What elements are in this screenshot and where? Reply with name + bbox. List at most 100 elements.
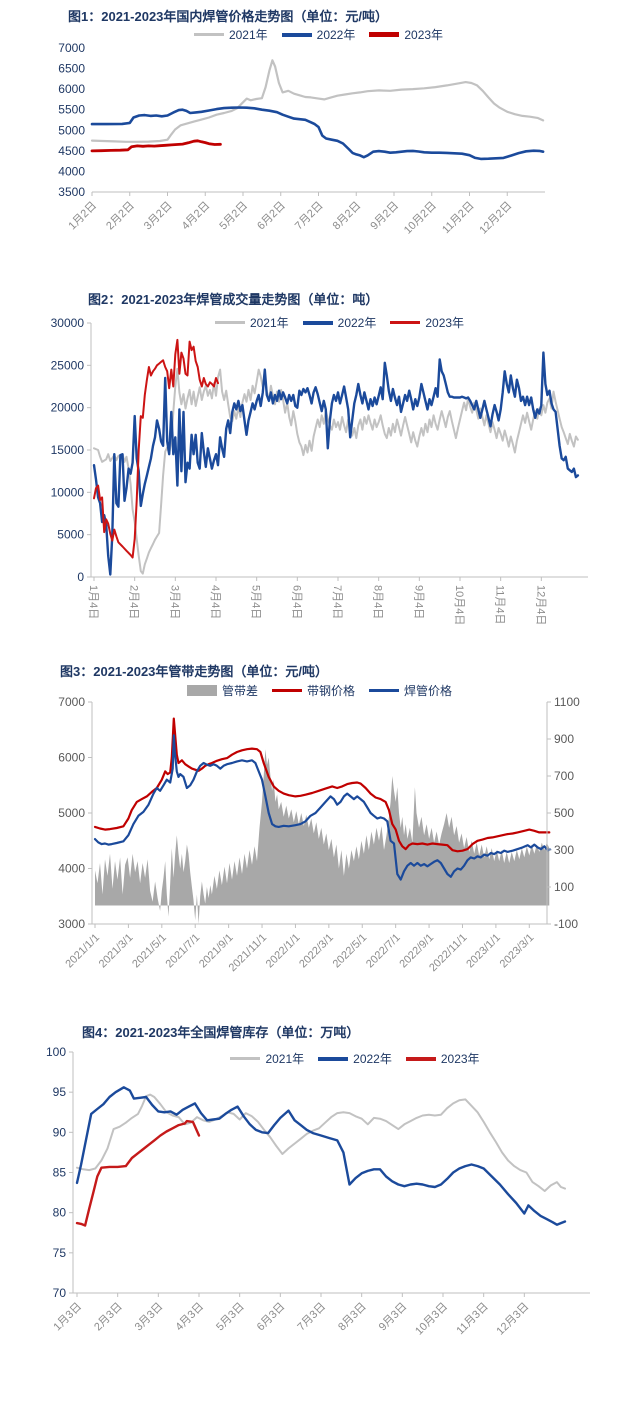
line-swatch [390, 321, 421, 324]
legend-item: 管带差 [186, 682, 258, 699]
legend-item: 2022年 [302, 314, 377, 331]
line-swatch [318, 1056, 349, 1061]
legend-item: 2022年 [281, 26, 356, 43]
legend-item: 带钢价格 [271, 682, 355, 699]
svg-text:12月3日: 12月3日 [494, 1301, 531, 1338]
svg-text:11月2日: 11月2日 [440, 200, 476, 236]
svg-text:8月3日: 8月3日 [336, 1301, 369, 1334]
svg-text:3500: 3500 [58, 185, 85, 199]
svg-text:2022/7/1: 2022/7/1 [364, 932, 403, 971]
svg-text:100: 100 [554, 880, 574, 894]
svg-text:8月2日: 8月2日 [331, 200, 364, 233]
figure-1-title: 图1：2021-2023年国内焊管价格走势图（单位：元/吨） [68, 9, 389, 24]
svg-text:3000: 3000 [58, 917, 85, 931]
svg-text:80: 80 [53, 1206, 67, 1220]
legend-item: 2021年 [214, 314, 289, 331]
svg-text:95: 95 [53, 1085, 67, 1099]
svg-text:10月4日: 10月4日 [453, 585, 465, 625]
svg-text:2022/5/1: 2022/5/1 [331, 932, 370, 971]
figure-3-plot: 3000 4000 5000 6000 7000 -100 100 300 500 700 900 1… [58, 695, 580, 974]
legend-label: 2021年 [265, 1052, 305, 1066]
svg-text:5月4日: 5月4日 [250, 585, 262, 619]
svg-text:11月3日: 11月3日 [454, 1301, 490, 1337]
svg-text:3月3日: 3月3日 [133, 1301, 166, 1334]
svg-text:500: 500 [554, 806, 574, 820]
svg-text:4500: 4500 [58, 144, 85, 158]
legend-item: 2023年 [369, 26, 443, 43]
svg-text:7000: 7000 [58, 695, 85, 709]
svg-text:5000: 5000 [58, 123, 85, 137]
figure-4-title: 图4：2021-2023年全国焊管库存（单位：万吨） [82, 1025, 360, 1040]
svg-text:1100: 1100 [554, 695, 580, 709]
line-swatch [369, 32, 400, 37]
svg-text:700: 700 [554, 769, 574, 783]
legend-item: 2023年 [405, 1050, 480, 1067]
svg-text:5000: 5000 [57, 528, 84, 542]
svg-text:6月2日: 6月2日 [255, 200, 288, 233]
svg-text:4月2日: 4月2日 [180, 200, 213, 233]
legend-label: 2021年 [228, 28, 268, 42]
svg-text:10月3日: 10月3日 [413, 1301, 450, 1338]
svg-text:4月3日: 4月3日 [173, 1301, 206, 1334]
svg-text:2023/3/1: 2023/3/1 [498, 932, 537, 971]
legend-item: 焊管价格 [369, 682, 452, 699]
svg-text:900: 900 [554, 732, 574, 746]
svg-text:6000: 6000 [58, 751, 85, 765]
svg-text:70: 70 [53, 1286, 67, 1300]
line-swatch [302, 320, 333, 325]
line-swatch [193, 33, 224, 36]
svg-text:7月4日: 7月4日 [331, 585, 343, 619]
line-swatch [369, 689, 399, 692]
svg-text:10月2日: 10月2日 [402, 200, 439, 237]
svg-text:1月3日: 1月3日 [51, 1301, 84, 1334]
legend-label: 2023年 [404, 28, 444, 42]
figure-3-legend: 管带差 带钢价格 焊管价格 [92, 682, 547, 699]
figure-2-plot: 0 5000 10000 15000 20000 25000 30000 1月4日 2月4日 3月… [51, 316, 588, 625]
svg-text:2021/1/1: 2021/1/1 [63, 932, 102, 971]
legend-label: 2023年 [440, 1052, 480, 1066]
svg-text:100: 100 [46, 1045, 66, 1059]
legend-label: 焊管价格 [404, 684, 453, 698]
svg-text:9月4日: 9月4日 [412, 585, 424, 619]
svg-text:5000: 5000 [58, 806, 85, 820]
legend-label: 2022年 [353, 1052, 392, 1066]
legend-label: 2022年 [337, 316, 377, 330]
svg-text:85: 85 [53, 1166, 67, 1180]
svg-text:11月4日: 11月4日 [494, 585, 506, 625]
svg-text:7000: 7000 [58, 41, 85, 55]
figure-3-title: 图3：2021-2023年管带走势图（单位：元/吨） [60, 664, 329, 679]
svg-text:12月2日: 12月2日 [477, 200, 514, 237]
legend-item: 2023年 [390, 314, 464, 331]
svg-text:300: 300 [554, 843, 574, 857]
svg-text:2月4日: 2月4日 [128, 585, 140, 619]
svg-text:2月3日: 2月3日 [92, 1301, 125, 1334]
svg-text:4月4日: 4月4日 [209, 585, 221, 619]
figure-2-title: 图2：2021-2023年焊管成交量走势图（单位：吨） [88, 292, 379, 307]
svg-text:7月2日: 7月2日 [293, 200, 326, 233]
svg-text:12月4日: 12月4日 [534, 585, 546, 625]
svg-text:3月4日: 3月4日 [168, 585, 180, 619]
svg-text:20000: 20000 [51, 401, 85, 415]
figure-4-legend: 2021年 2022年 2023年 [120, 1050, 590, 1067]
svg-text:2021/3/1: 2021/3/1 [97, 932, 136, 971]
svg-text:1月4日: 1月4日 [87, 585, 99, 619]
legend-item: 2021年 [193, 26, 268, 43]
svg-text:6月3日: 6月3日 [255, 1301, 288, 1334]
svg-text:25000: 25000 [51, 358, 85, 372]
legend-label: 2022年 [316, 28, 356, 42]
figure-1-legend: 2021年 2022年 2023年 [92, 26, 545, 43]
svg-text:6500: 6500 [58, 62, 85, 76]
figure-4-plot: 70 75 80 85 90 95 100 1月3日 2月3日 3月3日 4月3日 5月3日 6月3日 7… [46, 1045, 590, 1338]
svg-text:2023/1/1: 2023/1/1 [464, 932, 503, 971]
line-swatch [214, 321, 245, 324]
svg-text:1月2日: 1月2日 [66, 200, 99, 233]
svg-text:2021/7/1: 2021/7/1 [164, 932, 203, 971]
svg-text:-100: -100 [554, 917, 578, 931]
area-swatch [186, 685, 217, 696]
legend-item: 2022年 [318, 1050, 392, 1067]
legend-label: 管带差 [221, 684, 258, 698]
legend-label: 2021年 [249, 316, 289, 330]
svg-text:15000: 15000 [51, 443, 85, 457]
svg-text:8月4日: 8月4日 [372, 585, 384, 619]
